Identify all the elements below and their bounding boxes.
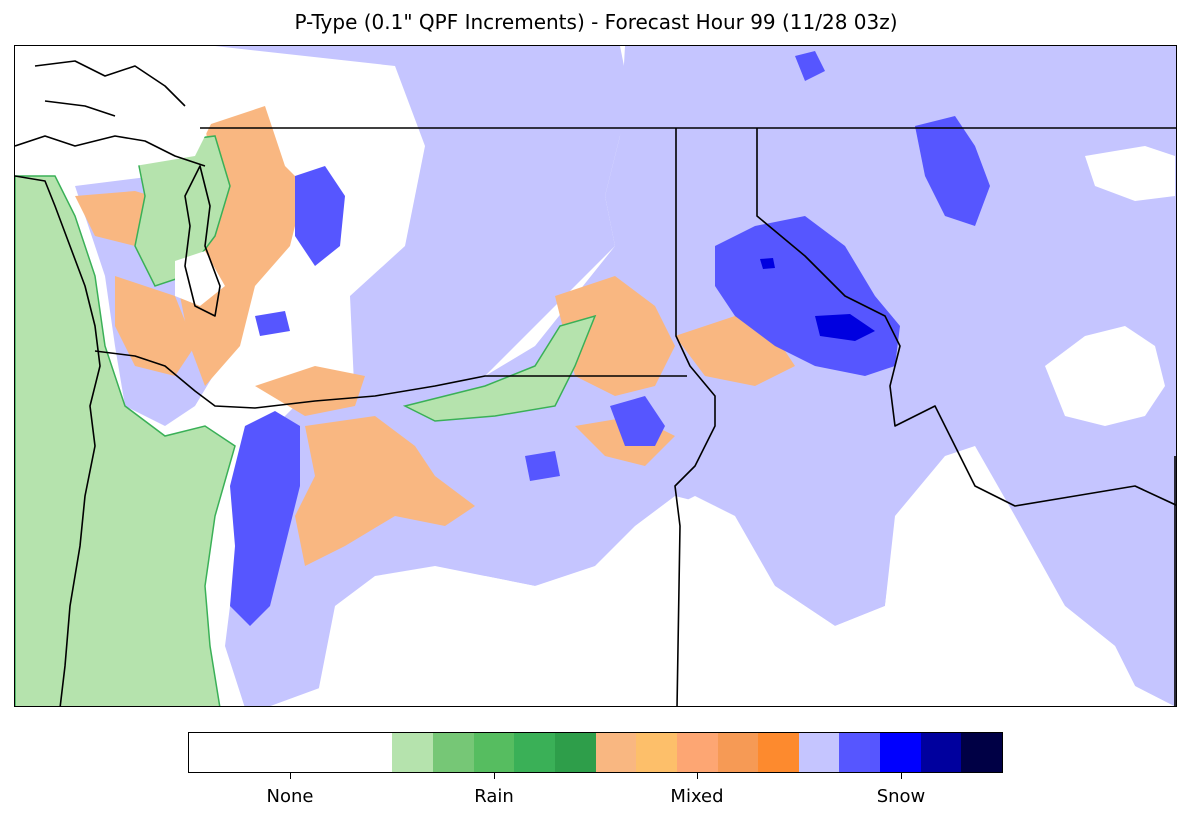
colorbar-swatch [839, 733, 881, 772]
colorbar-swatch [473, 733, 515, 772]
colorbar-swatch [554, 733, 596, 772]
colorbar-swatch [717, 733, 759, 772]
colorbar-tick [697, 773, 698, 779]
colorbar-label: Mixed [670, 786, 724, 807]
snow-heavy-region [760, 258, 875, 341]
chart-title: P-Type (0.1" QPF Increments) - Forecast … [294, 10, 898, 34]
precip-type-map [15, 46, 1176, 706]
colorbar-swatch [961, 733, 1003, 772]
colorbar-swatch [636, 733, 677, 772]
colorbar-swatch [595, 733, 637, 772]
colorbar-swatch [514, 733, 555, 772]
colorbar-swatch [676, 733, 718, 772]
colorbar-swatch [798, 733, 840, 772]
colorbar-swatch [758, 733, 799, 772]
colorbar-swatch [392, 733, 433, 772]
colorbar-tick [901, 773, 902, 779]
map-panel [14, 45, 1177, 707]
colorbar-swatch [432, 733, 474, 772]
colorbar-label: None [266, 786, 314, 807]
coastline [15, 60, 221, 706]
colorbar-swatch [880, 733, 921, 772]
colorbar [188, 732, 1003, 773]
state-borders [94, 127, 1176, 706]
colorbar-swatch [189, 733, 393, 772]
colorbar-swatch [920, 733, 962, 772]
colorbar-label: Rain [474, 786, 514, 807]
colorbar-label: Snow [876, 786, 926, 807]
colorbar-tick [290, 773, 291, 779]
rain-region [15, 135, 597, 706]
colorbar-tick [494, 773, 495, 779]
